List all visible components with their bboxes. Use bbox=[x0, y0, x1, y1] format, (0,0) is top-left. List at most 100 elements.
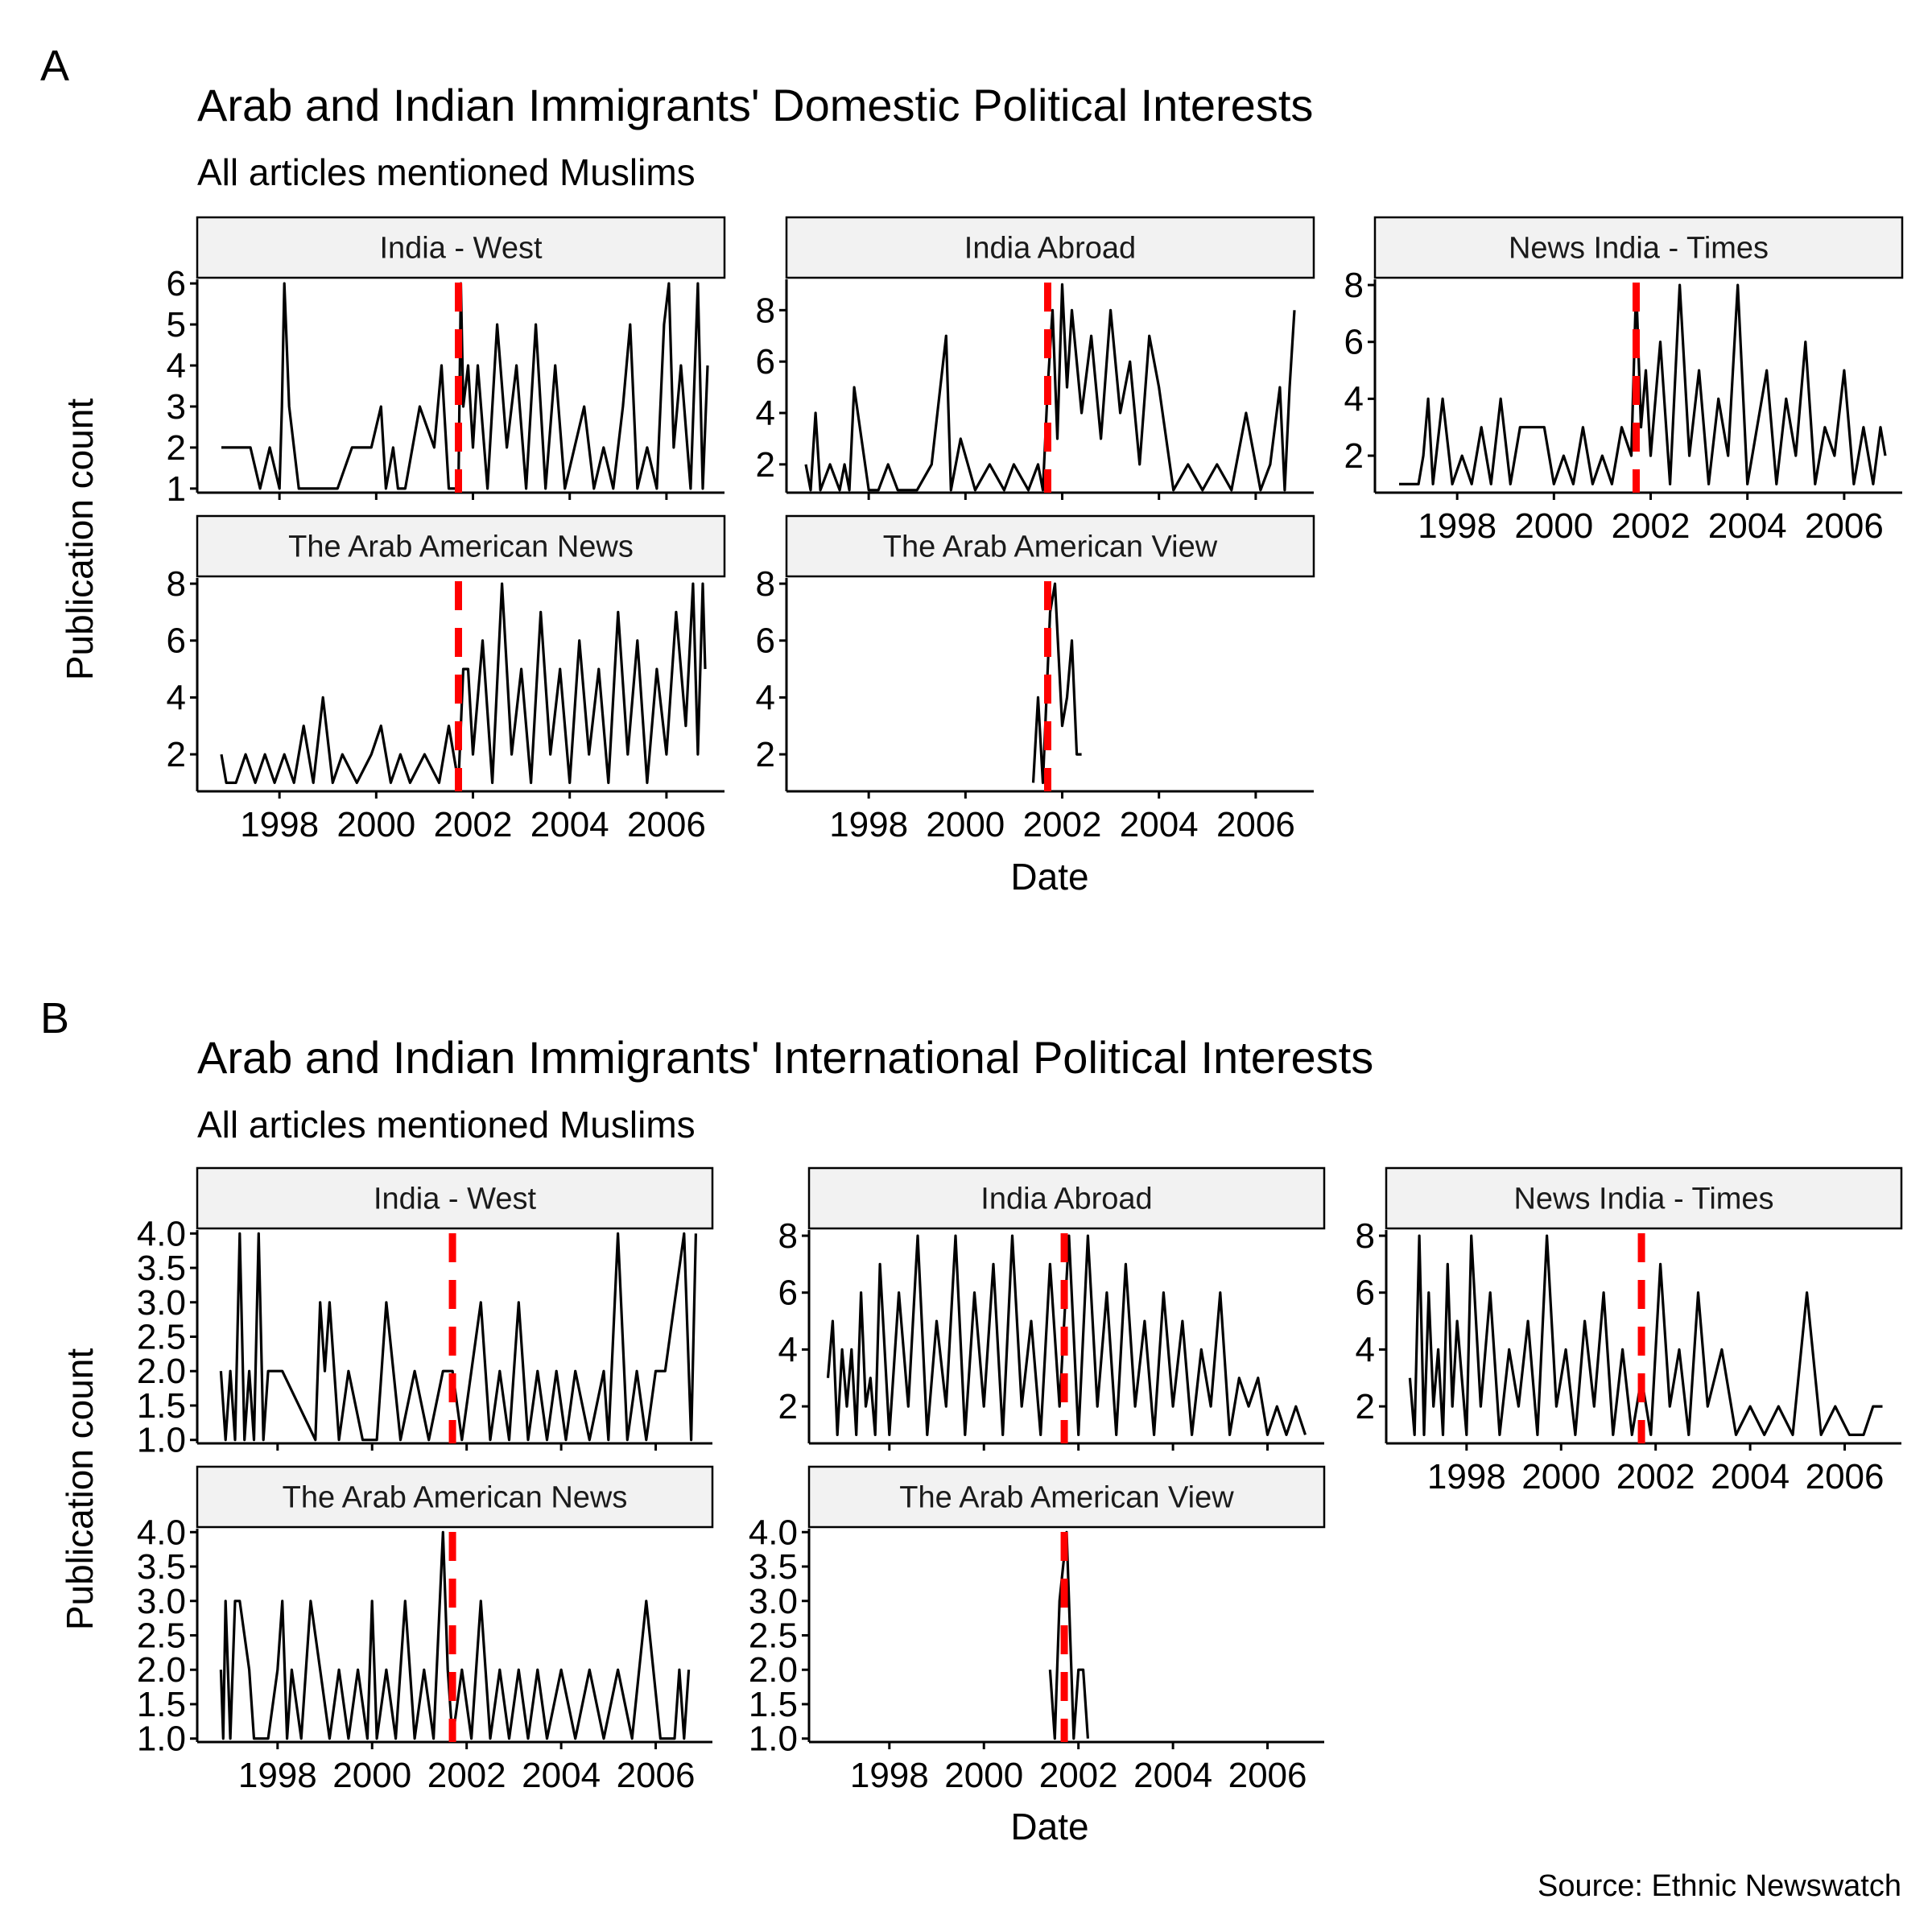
x-tick-label: 2002 bbox=[1039, 1756, 1118, 1795]
facet-strip bbox=[1373, 216, 1904, 279]
x-tick-label: 2004 bbox=[1133, 1756, 1212, 1795]
x-tick-label: 2004 bbox=[1708, 506, 1787, 546]
x-tick-label: 2000 bbox=[926, 805, 1005, 844]
y-axis-title: Publication count bbox=[59, 398, 101, 681]
y-tick-label: 6 bbox=[167, 264, 186, 303]
facet-strip bbox=[196, 514, 726, 578]
x-tick-label: 2006 bbox=[1805, 506, 1884, 546]
y-tick-label: 3.0 bbox=[749, 1582, 798, 1621]
facet-title: India - West bbox=[379, 232, 542, 266]
facet-strip bbox=[1385, 1166, 1903, 1230]
y-tick-label: 8 bbox=[778, 1216, 798, 1256]
y-tick-label: 2.0 bbox=[137, 1352, 186, 1391]
x-tick-label: 1998 bbox=[1427, 1457, 1506, 1496]
y-tick-label: 6 bbox=[1344, 323, 1364, 362]
y-tick-label: 2.5 bbox=[137, 1616, 186, 1656]
series-line bbox=[221, 282, 709, 490]
x-tick-label: 2000 bbox=[944, 1756, 1023, 1795]
facet-title: The Arab American View bbox=[899, 1481, 1234, 1515]
facet-title: The Arab American News bbox=[283, 1481, 628, 1515]
chart-panel-b: B Arab and Indian Immigrants' Internation… bbox=[40, 994, 1903, 1847]
x-tick-label: 2002 bbox=[1616, 1457, 1695, 1496]
panel-label: A bbox=[40, 42, 69, 90]
x-axis-title: Date bbox=[1010, 856, 1088, 898]
chart-panel-a: A Arab and Indian Immigrants' Domestic Po… bbox=[40, 42, 1904, 898]
y-tick-label: 5 bbox=[167, 305, 186, 345]
x-axis-title: Date bbox=[1010, 1806, 1088, 1847]
y-tick-label: 1.0 bbox=[137, 1421, 186, 1460]
facet-title: India - West bbox=[374, 1183, 536, 1216]
y-tick-label: 1.5 bbox=[749, 1685, 798, 1724]
series-line bbox=[220, 582, 707, 784]
y-tick-label: 8 bbox=[167, 564, 186, 604]
x-tick-label: 2004 bbox=[530, 805, 609, 844]
series-line bbox=[1408, 1234, 1883, 1436]
facet-india-abroad: India Abroad 2 4 6 8 bbox=[756, 216, 1315, 500]
chart-subtitle: All articles mentioned Muslims bbox=[197, 151, 696, 193]
y-tick-label: 6 bbox=[756, 621, 775, 661]
facet-title: India Abroad bbox=[980, 1183, 1152, 1216]
y-tick-label: 3.5 bbox=[749, 1547, 798, 1587]
y-tick-label: 4 bbox=[167, 346, 186, 386]
facet-strip bbox=[196, 1465, 714, 1529]
y-tick-label: 8 bbox=[1344, 266, 1364, 305]
x-tick-label: 2006 bbox=[1806, 1457, 1885, 1496]
x-tick-label: 2004 bbox=[522, 1756, 601, 1795]
x-tick-label: 2004 bbox=[1711, 1457, 1790, 1496]
series-line bbox=[219, 1232, 697, 1442]
facet-strip bbox=[785, 216, 1315, 279]
chart-title: Arab and Indian Immigrants' Domestic Pol… bbox=[197, 80, 1313, 130]
y-tick-label: 2.0 bbox=[749, 1650, 798, 1690]
x-tick-label: 2006 bbox=[617, 1756, 696, 1795]
series-line bbox=[826, 1234, 1307, 1436]
facet-news-india-times: News India - Times 2 4 6 8 1998 2000 2002 2004 20… bbox=[1344, 216, 1904, 546]
y-tick-label: 4 bbox=[778, 1330, 798, 1369]
y-tick-label: 2.0 bbox=[137, 1650, 186, 1690]
y-tick-label: 1 bbox=[167, 469, 186, 509]
y-tick-label: 2.5 bbox=[749, 1616, 798, 1656]
y-tick-label: 1.0 bbox=[137, 1719, 186, 1759]
y-tick-label: 1.0 bbox=[749, 1719, 798, 1759]
x-tick-label: 2002 bbox=[434, 805, 513, 844]
y-tick-label: 6 bbox=[167, 621, 186, 661]
y-tick-label: 2 bbox=[167, 735, 186, 774]
y-tick-label: 6 bbox=[1356, 1274, 1375, 1313]
facet-strip bbox=[807, 1166, 1326, 1230]
x-tick-label: 2000 bbox=[332, 1756, 411, 1795]
y-tick-label: 2 bbox=[756, 735, 775, 774]
x-tick-label: 2002 bbox=[427, 1756, 506, 1795]
facet-the-arab-american-view: The Arab American View 2 4 6 8 1998 2000 2002 20… bbox=[756, 514, 1315, 844]
panel-label: B bbox=[40, 994, 69, 1042]
y-tick-label: 1.5 bbox=[137, 1386, 186, 1426]
facet-title: India Abroad bbox=[964, 232, 1136, 266]
y-tick-label: 8 bbox=[756, 564, 775, 604]
facet-the-arab-american-news: The Arab American News 1.01.52.02.53.03.5… bbox=[137, 1465, 714, 1795]
x-tick-label: 2006 bbox=[1216, 805, 1295, 844]
facet-strip bbox=[785, 514, 1315, 578]
y-tick-label: 3 bbox=[167, 387, 186, 427]
y-tick-label: 3.5 bbox=[137, 1249, 186, 1288]
y-tick-label: 4.0 bbox=[137, 1513, 186, 1552]
series-line bbox=[1048, 1530, 1089, 1740]
y-tick-label: 2 bbox=[1344, 436, 1364, 476]
facet-india-abroad: India Abroad 2 4 6 8 bbox=[778, 1166, 1326, 1451]
x-tick-label: 2004 bbox=[1120, 805, 1199, 844]
x-tick-label: 2000 bbox=[1521, 1457, 1600, 1496]
y-tick-label: 4 bbox=[1356, 1330, 1375, 1369]
series-line bbox=[219, 1530, 691, 1740]
y-tick-label: 2 bbox=[778, 1387, 798, 1426]
facet-title: News India - Times bbox=[1513, 1183, 1773, 1216]
facet-india-west: India - West 1.01.52.02.53.03.54.0 bbox=[137, 1166, 714, 1460]
y-tick-label: 4 bbox=[167, 678, 186, 717]
facet-title: The Arab American View bbox=[883, 530, 1218, 564]
y-tick-label: 3.5 bbox=[137, 1547, 186, 1587]
y-tick-label: 6 bbox=[756, 342, 775, 382]
y-tick-label: 2 bbox=[1356, 1387, 1375, 1426]
chart-subtitle: All articles mentioned Muslims bbox=[197, 1104, 696, 1146]
y-tick-label: 8 bbox=[756, 291, 775, 330]
x-tick-label: 2002 bbox=[1023, 805, 1102, 844]
facet-strip bbox=[196, 216, 726, 279]
source-caption: Source: Ethnic Newswatch bbox=[1538, 1869, 1901, 1903]
